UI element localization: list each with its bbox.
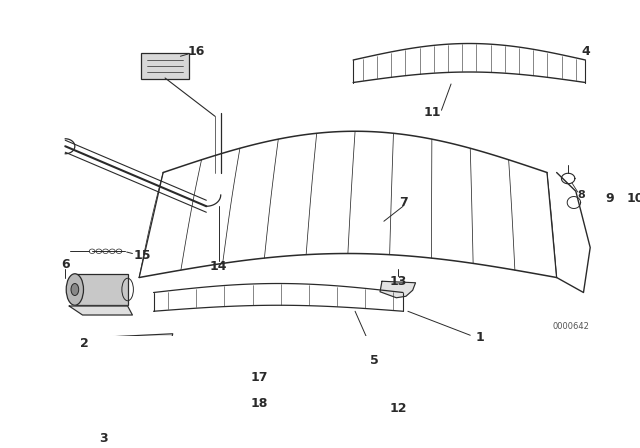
- Text: 8: 8: [578, 190, 586, 200]
- Text: 2: 2: [80, 337, 89, 350]
- Text: 16: 16: [188, 44, 205, 57]
- Ellipse shape: [294, 400, 308, 407]
- Polygon shape: [91, 334, 173, 354]
- Text: 11: 11: [423, 106, 440, 119]
- Polygon shape: [380, 281, 415, 298]
- Text: 14: 14: [210, 260, 228, 273]
- Text: 1: 1: [476, 331, 484, 344]
- Text: 7: 7: [399, 196, 408, 209]
- Polygon shape: [74, 377, 154, 400]
- Text: 17: 17: [250, 371, 268, 384]
- Text: 6: 6: [61, 258, 70, 271]
- Bar: [296, 369, 307, 378]
- Ellipse shape: [66, 274, 83, 305]
- Text: 5: 5: [370, 353, 379, 366]
- Text: 4: 4: [581, 44, 590, 57]
- Polygon shape: [69, 306, 132, 315]
- Text: 10: 10: [627, 192, 640, 205]
- FancyBboxPatch shape: [141, 53, 189, 79]
- Ellipse shape: [71, 284, 79, 296]
- Text: 13: 13: [390, 275, 407, 288]
- Text: 15: 15: [133, 249, 151, 262]
- Text: 9: 9: [605, 192, 614, 205]
- Text: 12: 12: [390, 402, 407, 415]
- Text: 0000642: 0000642: [552, 322, 589, 331]
- Bar: [75, 274, 127, 305]
- Text: 18: 18: [250, 397, 268, 410]
- Text: 3: 3: [99, 432, 108, 445]
